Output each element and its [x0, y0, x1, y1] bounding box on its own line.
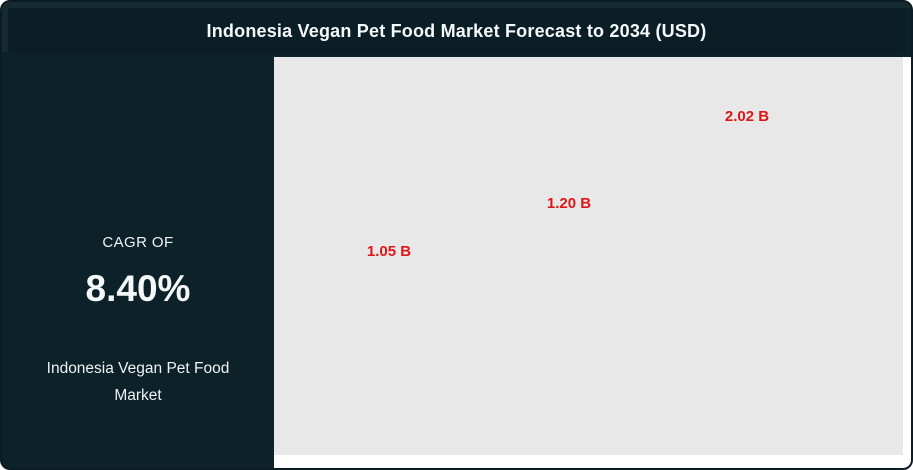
cagr-value: 8.40% [85, 268, 191, 309]
chart-card: 1.05 B 1.20 B 2.02 B [274, 57, 911, 468]
cagr-panel: CAGR OF 8.40% Indonesia Vegan Pet Food M… [2, 57, 274, 468]
plot-area: 1.05 B 1.20 B 2.02 B [274, 57, 903, 455]
title-bar: Indonesia Vegan Pet Food Market Forecast… [8, 8, 905, 54]
chart-title: Indonesia Vegan Pet Food Market Forecast… [206, 20, 707, 41]
value-label-first: 1.05 B [366, 243, 412, 260]
top-edge-highlight [2, 2, 911, 8]
value-label-last: 2.02 B [724, 108, 770, 125]
cagr-label: CAGR OF [102, 234, 174, 251]
value-label-middle: 1.20 B [546, 195, 592, 212]
market-name: Indonesia Vegan Pet Food Market [46, 360, 230, 404]
left-edge-highlight [2, 2, 8, 52]
